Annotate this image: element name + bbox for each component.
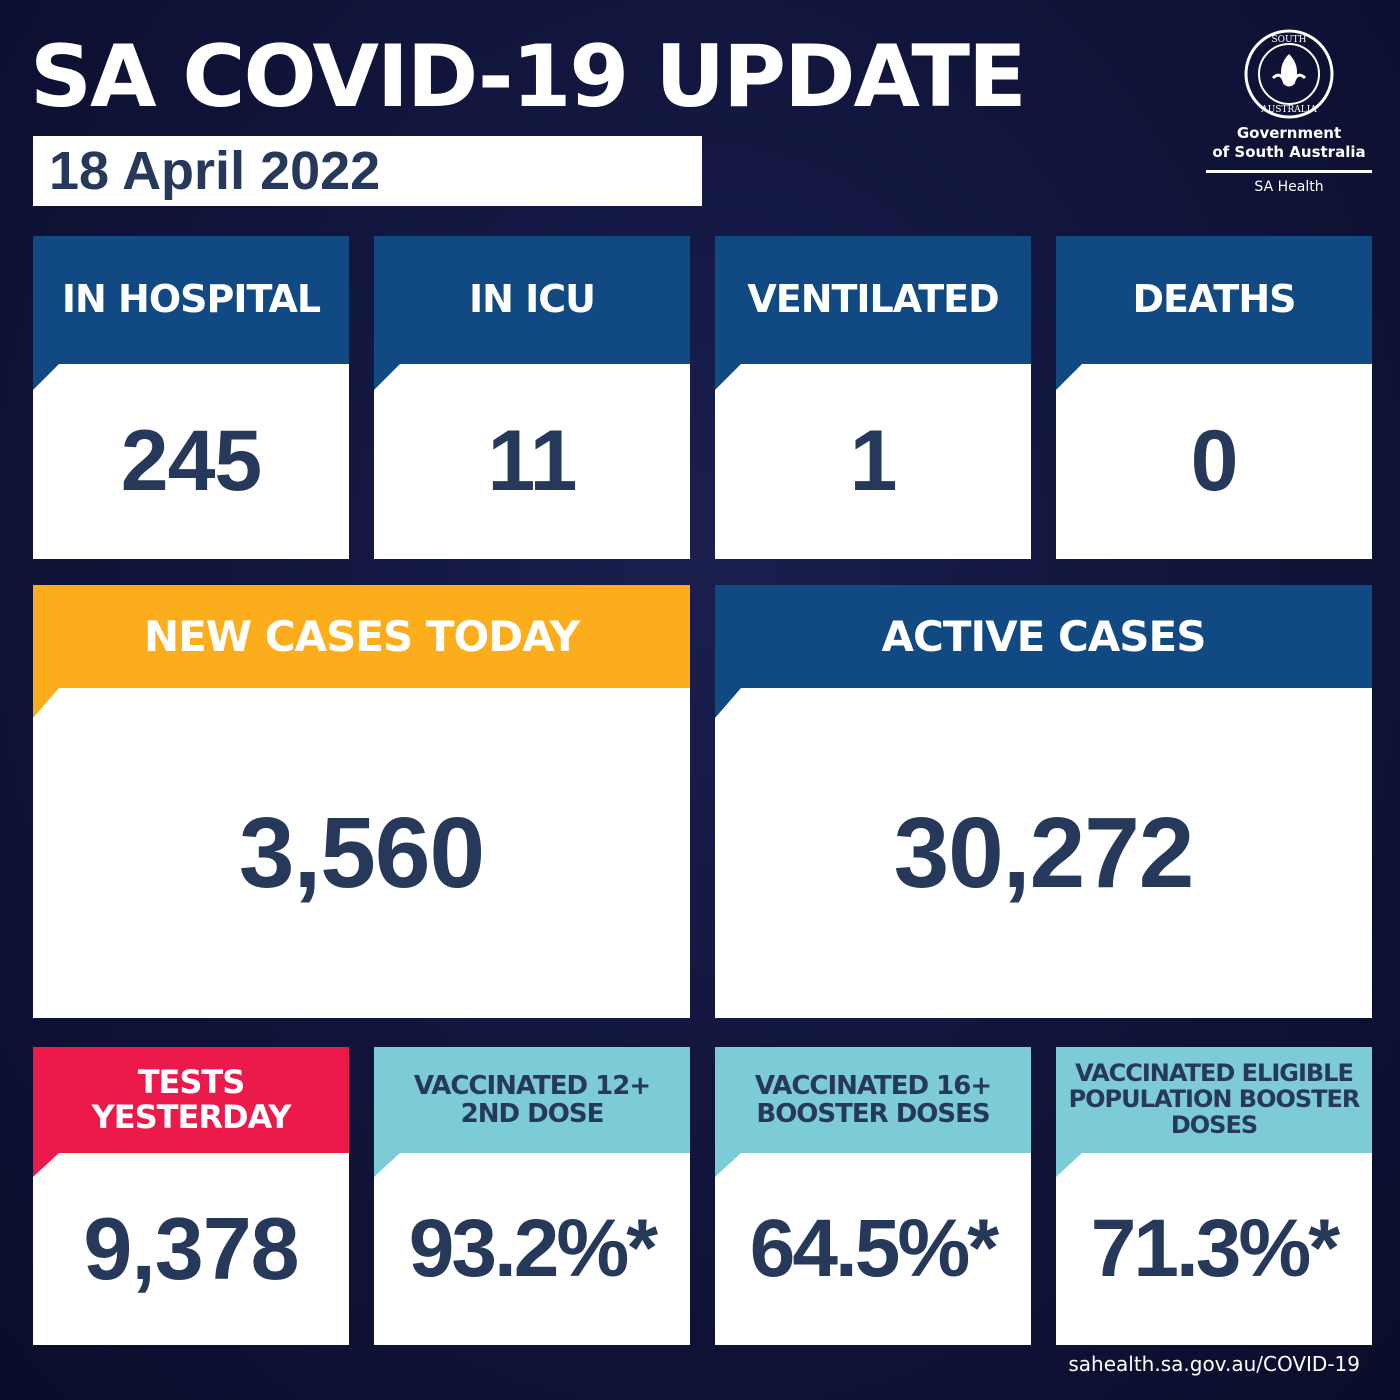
stat-card-vaccinated-eligible: VACCINATED ELIGIBLE POPULATION BOOSTER D…	[1056, 1047, 1372, 1345]
south-australia-seal-icon: SOUTH AUSTRALIA	[1244, 29, 1334, 119]
date-label: 18 April 2022	[33, 136, 702, 206]
stat-label: IN HOSPITAL	[33, 236, 349, 364]
stat-label: IN ICU	[374, 236, 690, 364]
stat-value: 71.3%*	[1090, 1203, 1340, 1294]
stat-card-tests-yesterday: TESTS YESTERDAY 9,378	[33, 1047, 349, 1345]
stat-card-active-cases: ACTIVE CASES 30,272	[715, 585, 1372, 1018]
stat-value: 1	[849, 413, 898, 509]
gov-divider	[1206, 170, 1372, 173]
stat-label: NEW CASES TODAY	[33, 585, 690, 688]
stat-label: ACTIVE CASES	[715, 585, 1372, 688]
stat-card-in-hospital: IN HOSPITAL 245	[33, 236, 349, 559]
stat-card-in-icu: IN ICU 11	[374, 236, 690, 559]
svg-text:AUSTRALIA: AUSTRALIA	[1260, 105, 1317, 115]
stat-card-new-cases: NEW CASES TODAY 3,560	[33, 585, 690, 1018]
government-logo: SOUTH AUSTRALIA Government of South Aust…	[1200, 28, 1378, 195]
stat-value: 30,272	[893, 796, 1195, 909]
stat-value: 245	[120, 413, 263, 509]
stat-value: 3,560	[238, 796, 485, 909]
stat-label: DEATHS	[1056, 236, 1372, 364]
stat-card-deaths: DEATHS 0	[1056, 236, 1372, 559]
gov-line-2: of South Australia	[1212, 143, 1366, 161]
stat-value: 9,378	[83, 1199, 299, 1298]
stat-value: 11	[487, 413, 578, 509]
stat-value: 0	[1190, 413, 1239, 509]
stat-card-ventilated: VENTILATED 1	[715, 236, 1031, 559]
footer-url: sahealth.sa.gov.au/COVID-19	[1068, 1352, 1360, 1376]
stat-label: TESTS YESTERDAY	[33, 1047, 349, 1153]
stat-card-vaccinated-12-plus: VACCINATED 12+ 2ND DOSE 93.2%*	[374, 1047, 690, 1345]
svg-text:SOUTH: SOUTH	[1272, 35, 1307, 45]
stat-card-vaccinated-16-plus: VACCINATED 16+ BOOSTER DOSES 64.5%*	[715, 1047, 1031, 1345]
stat-label: VACCINATED ELIGIBLE POPULATION BOOSTER D…	[1056, 1047, 1372, 1153]
stat-value: 93.2%*	[408, 1203, 658, 1294]
stat-value: 64.5%*	[749, 1203, 999, 1294]
gov-line-3: SA Health	[1254, 179, 1324, 195]
page-title: SA COVID-19 UPDATE	[30, 27, 1027, 127]
gov-line-1: Government	[1236, 124, 1342, 142]
stat-label: VACCINATED 16+ BOOSTER DOSES	[715, 1047, 1031, 1153]
stat-label: VENTILATED	[715, 236, 1031, 364]
stat-label: VACCINATED 12+ 2ND DOSE	[374, 1047, 690, 1153]
